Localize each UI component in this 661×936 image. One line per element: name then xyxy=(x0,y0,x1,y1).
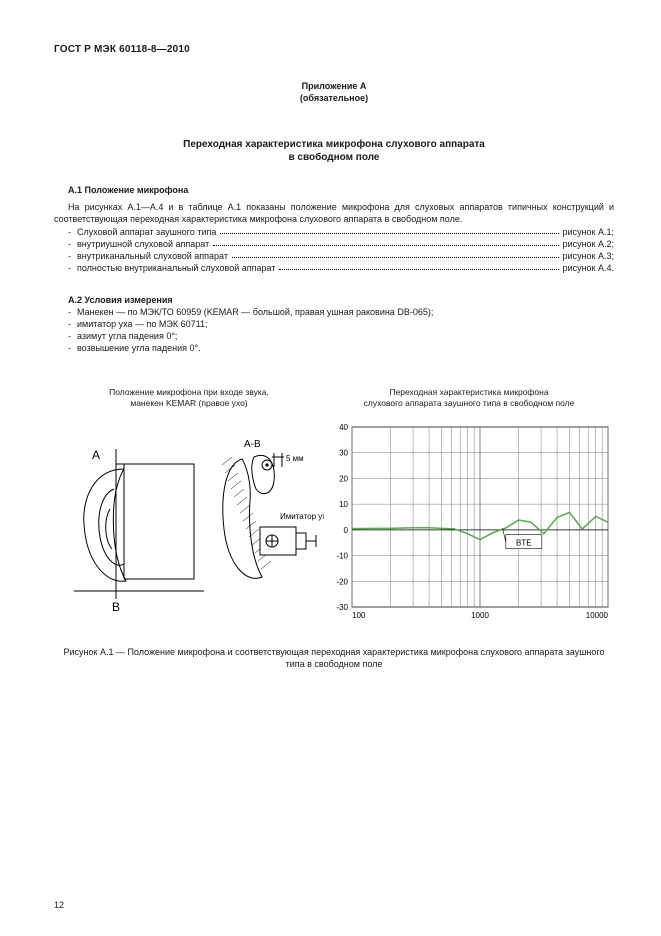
svg-text:10000: 10000 xyxy=(586,611,609,620)
svg-text:100: 100 xyxy=(352,611,366,620)
svg-text:A: A xyxy=(92,448,100,462)
doc-header: ГОСТ Р МЭК 60118-8—2010 xyxy=(54,44,614,55)
annex-mandatory: (обязательное) xyxy=(54,93,614,103)
list-item: -внутриушной слуховой аппаратрисунок А.2… xyxy=(68,239,614,249)
cond-item: -азимут угла падения 0°; xyxy=(68,331,614,341)
page-number: 12 xyxy=(54,900,64,910)
svg-text:-20: -20 xyxy=(336,577,348,586)
section-a1: А.1 Положение микрофона xyxy=(68,185,614,195)
list-item: -полностью внутриканальный слуховой аппа… xyxy=(68,263,614,273)
svg-text:5 мм: 5 мм xyxy=(286,454,304,463)
cond-item: -Манекен — по МЭК/ТО 60959 (KEMAR — боль… xyxy=(68,307,614,317)
svg-text:BTE: BTE xyxy=(516,538,532,547)
figure-caption: Рисунок А.1 — Положение микрофона и соот… xyxy=(54,646,614,670)
svg-text:B: B xyxy=(112,600,120,614)
section-a2: А.2 Условия измерения xyxy=(68,295,614,305)
figure-left: A B 5 мм A-B Имитатор уха xyxy=(54,409,324,624)
svg-text:1000: 1000 xyxy=(471,611,489,620)
cond-item: -возвышение угла падения 0°. xyxy=(68,343,614,353)
list-item: -внутриканальный слуховой аппаратрисунок… xyxy=(68,251,614,261)
fig-left-cap-2: манекен KEMAR (правое ухо) xyxy=(54,398,324,409)
svg-text:-30: -30 xyxy=(336,603,348,612)
annex-label: Приложение А xyxy=(54,81,614,91)
svg-text:0: 0 xyxy=(344,525,349,534)
svg-text:10: 10 xyxy=(339,500,348,509)
para-a1: На рисунках А.1—А.4 и в таблице А.1 пока… xyxy=(54,201,614,225)
svg-text:Имитатор уха: Имитатор уха xyxy=(280,512,324,521)
fig-right-cap-1: Переходная характеристика микрофона xyxy=(324,387,614,398)
svg-text:-10: -10 xyxy=(336,551,348,560)
svg-text:30: 30 xyxy=(339,448,348,457)
list-item: -Слуховой аппарат заушного типарисунок А… xyxy=(68,227,614,237)
svg-text:A-B: A-B xyxy=(244,439,261,450)
fig-left-cap-1: Положение микрофона при входе звука, xyxy=(54,387,324,398)
figure-chart: -30 -20 -10 0 10 20 30 40 100 1000 10000 BTE xyxy=(324,409,614,624)
annex-title-1: Переходная характеристика микрофона слух… xyxy=(54,139,614,150)
svg-text:40: 40 xyxy=(339,423,348,432)
cond-item: -имитатор уха — по МЭК 60711; xyxy=(68,319,614,329)
annex-title-2: в свободном поле xyxy=(54,152,614,163)
fig-right-cap-2: слухового аппарата заушного типа в свобо… xyxy=(324,398,614,409)
svg-text:20: 20 xyxy=(339,474,348,483)
